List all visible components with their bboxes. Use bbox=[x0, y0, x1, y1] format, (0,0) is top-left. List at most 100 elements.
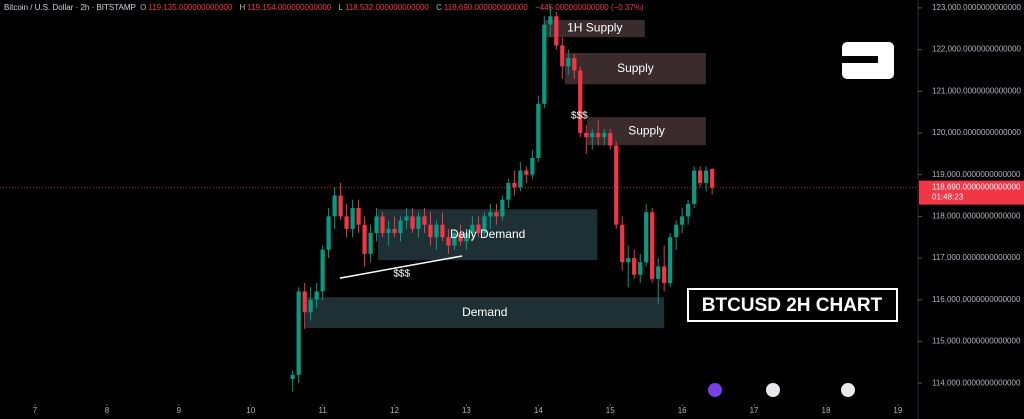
candle-body bbox=[434, 224, 439, 238]
candle-body bbox=[482, 216, 487, 234]
candle-body bbox=[338, 195, 343, 217]
candle-body bbox=[380, 216, 385, 234]
zone bbox=[587, 117, 706, 146]
candle-body bbox=[332, 195, 337, 217]
candle-body bbox=[703, 170, 709, 184]
y-tick-label: 116,000.0000000000000 bbox=[932, 295, 1021, 304]
candle-body bbox=[572, 57, 577, 71]
candle-body bbox=[416, 216, 421, 229]
candle-body bbox=[530, 158, 535, 175]
change: −445.000000000000 (−0.37%) bbox=[535, 3, 644, 12]
ohlc-value: 119,154.000000000000 bbox=[247, 3, 332, 12]
candle-body bbox=[710, 169, 715, 188]
candle-body bbox=[536, 103, 541, 159]
x-tick-label: 17 bbox=[750, 406, 759, 415]
candle-body bbox=[680, 216, 685, 225]
candle-body bbox=[470, 224, 475, 234]
zone bbox=[564, 52, 706, 85]
candle-body bbox=[542, 24, 547, 104]
candle-body bbox=[362, 224, 367, 254]
y-tick-label: 117,000.0000000000000 bbox=[932, 253, 1021, 262]
candle-body bbox=[476, 224, 481, 234]
ohlc-value: 119,135.000000000000 bbox=[148, 3, 233, 12]
candle-body bbox=[500, 199, 505, 217]
candle-body bbox=[296, 291, 301, 375]
candle-body bbox=[398, 220, 403, 234]
candle-body bbox=[386, 228, 391, 234]
x-tick-label: 11 bbox=[318, 406, 327, 415]
y-tick-label: 114,000.0000000000000 bbox=[932, 378, 1021, 387]
candle-body bbox=[428, 224, 433, 238]
candle-body bbox=[422, 216, 427, 225]
ohlc-key: H bbox=[239, 3, 246, 12]
last-price-label: 118,690.0000000000000 bbox=[932, 183, 1021, 192]
candle-body bbox=[524, 170, 529, 175]
y-tick-label: 120,000.0000000000000 bbox=[932, 128, 1022, 137]
candle-body bbox=[644, 212, 649, 263]
candle-body bbox=[560, 45, 565, 67]
candle-body bbox=[458, 233, 463, 242]
last-price-box bbox=[919, 180, 1024, 205]
x-tick-label: 14 bbox=[534, 406, 543, 415]
x-tick-label: 10 bbox=[246, 406, 255, 415]
candle-body bbox=[512, 183, 517, 188]
candle-body bbox=[662, 266, 667, 284]
logo-cut bbox=[842, 56, 878, 63]
y-tick-label: 119,000.0000000000000 bbox=[932, 170, 1021, 179]
y-tick-label: 122,000.0000000000000 bbox=[932, 45, 1022, 54]
x-tick-label: 15 bbox=[606, 406, 615, 415]
ohlc-key: C bbox=[436, 3, 442, 12]
zone bbox=[544, 20, 645, 38]
candle-body bbox=[320, 249, 325, 292]
candle-body bbox=[368, 233, 373, 254]
candle-body bbox=[686, 203, 691, 217]
candle-body bbox=[446, 237, 451, 246]
zone-label: Daily Demand bbox=[450, 227, 525, 241]
candle-body bbox=[440, 224, 445, 238]
candle-body bbox=[452, 233, 457, 246]
candle-body bbox=[290, 374, 295, 379]
candle-body bbox=[692, 170, 697, 204]
candle-body bbox=[596, 132, 601, 138]
x-tick-label: 16 bbox=[678, 406, 687, 415]
zone-label: Supply bbox=[617, 61, 654, 75]
candle-body bbox=[584, 132, 589, 138]
candle-body bbox=[302, 291, 307, 313]
icon[interactable] bbox=[766, 383, 780, 397]
candle-body bbox=[344, 216, 349, 229]
zone-label: Supply bbox=[628, 123, 665, 137]
candle-body bbox=[404, 216, 409, 221]
candle-body bbox=[650, 212, 655, 279]
candle-body bbox=[626, 258, 631, 263]
candle-body bbox=[602, 132, 607, 138]
candle-body bbox=[350, 208, 355, 229]
candle-body bbox=[356, 208, 361, 225]
ohlc-value: 118,532.000000000000 bbox=[344, 3, 429, 12]
zone bbox=[305, 297, 665, 329]
candle-body bbox=[614, 145, 619, 225]
x-tick-label: 13 bbox=[462, 406, 471, 415]
candle-body bbox=[392, 228, 397, 234]
candle-body bbox=[578, 70, 583, 133]
candle-body bbox=[506, 183, 511, 200]
icon[interactable] bbox=[841, 383, 855, 397]
ohlc-key: O bbox=[140, 3, 147, 12]
countdown: 01:48:23 bbox=[932, 193, 964, 202]
candle-body bbox=[668, 237, 673, 284]
title-box bbox=[687, 288, 898, 322]
candle-body bbox=[308, 299, 313, 313]
candle-body bbox=[326, 216, 331, 250]
candle-body bbox=[374, 216, 379, 234]
x-tick-label: 19 bbox=[893, 406, 902, 415]
symbol: Bitcoin / U.S. Dollar · 2h · BITSTAMP bbox=[4, 3, 136, 12]
y-tick-label: 123,000.0000000000000 bbox=[932, 3, 1022, 12]
icon[interactable] bbox=[708, 383, 722, 397]
candle-body bbox=[548, 16, 553, 25]
footer-icons bbox=[708, 383, 855, 397]
chart-title: BTCUSD 2H CHART bbox=[702, 295, 883, 316]
candle-body bbox=[674, 224, 679, 238]
candle-body bbox=[464, 233, 469, 242]
